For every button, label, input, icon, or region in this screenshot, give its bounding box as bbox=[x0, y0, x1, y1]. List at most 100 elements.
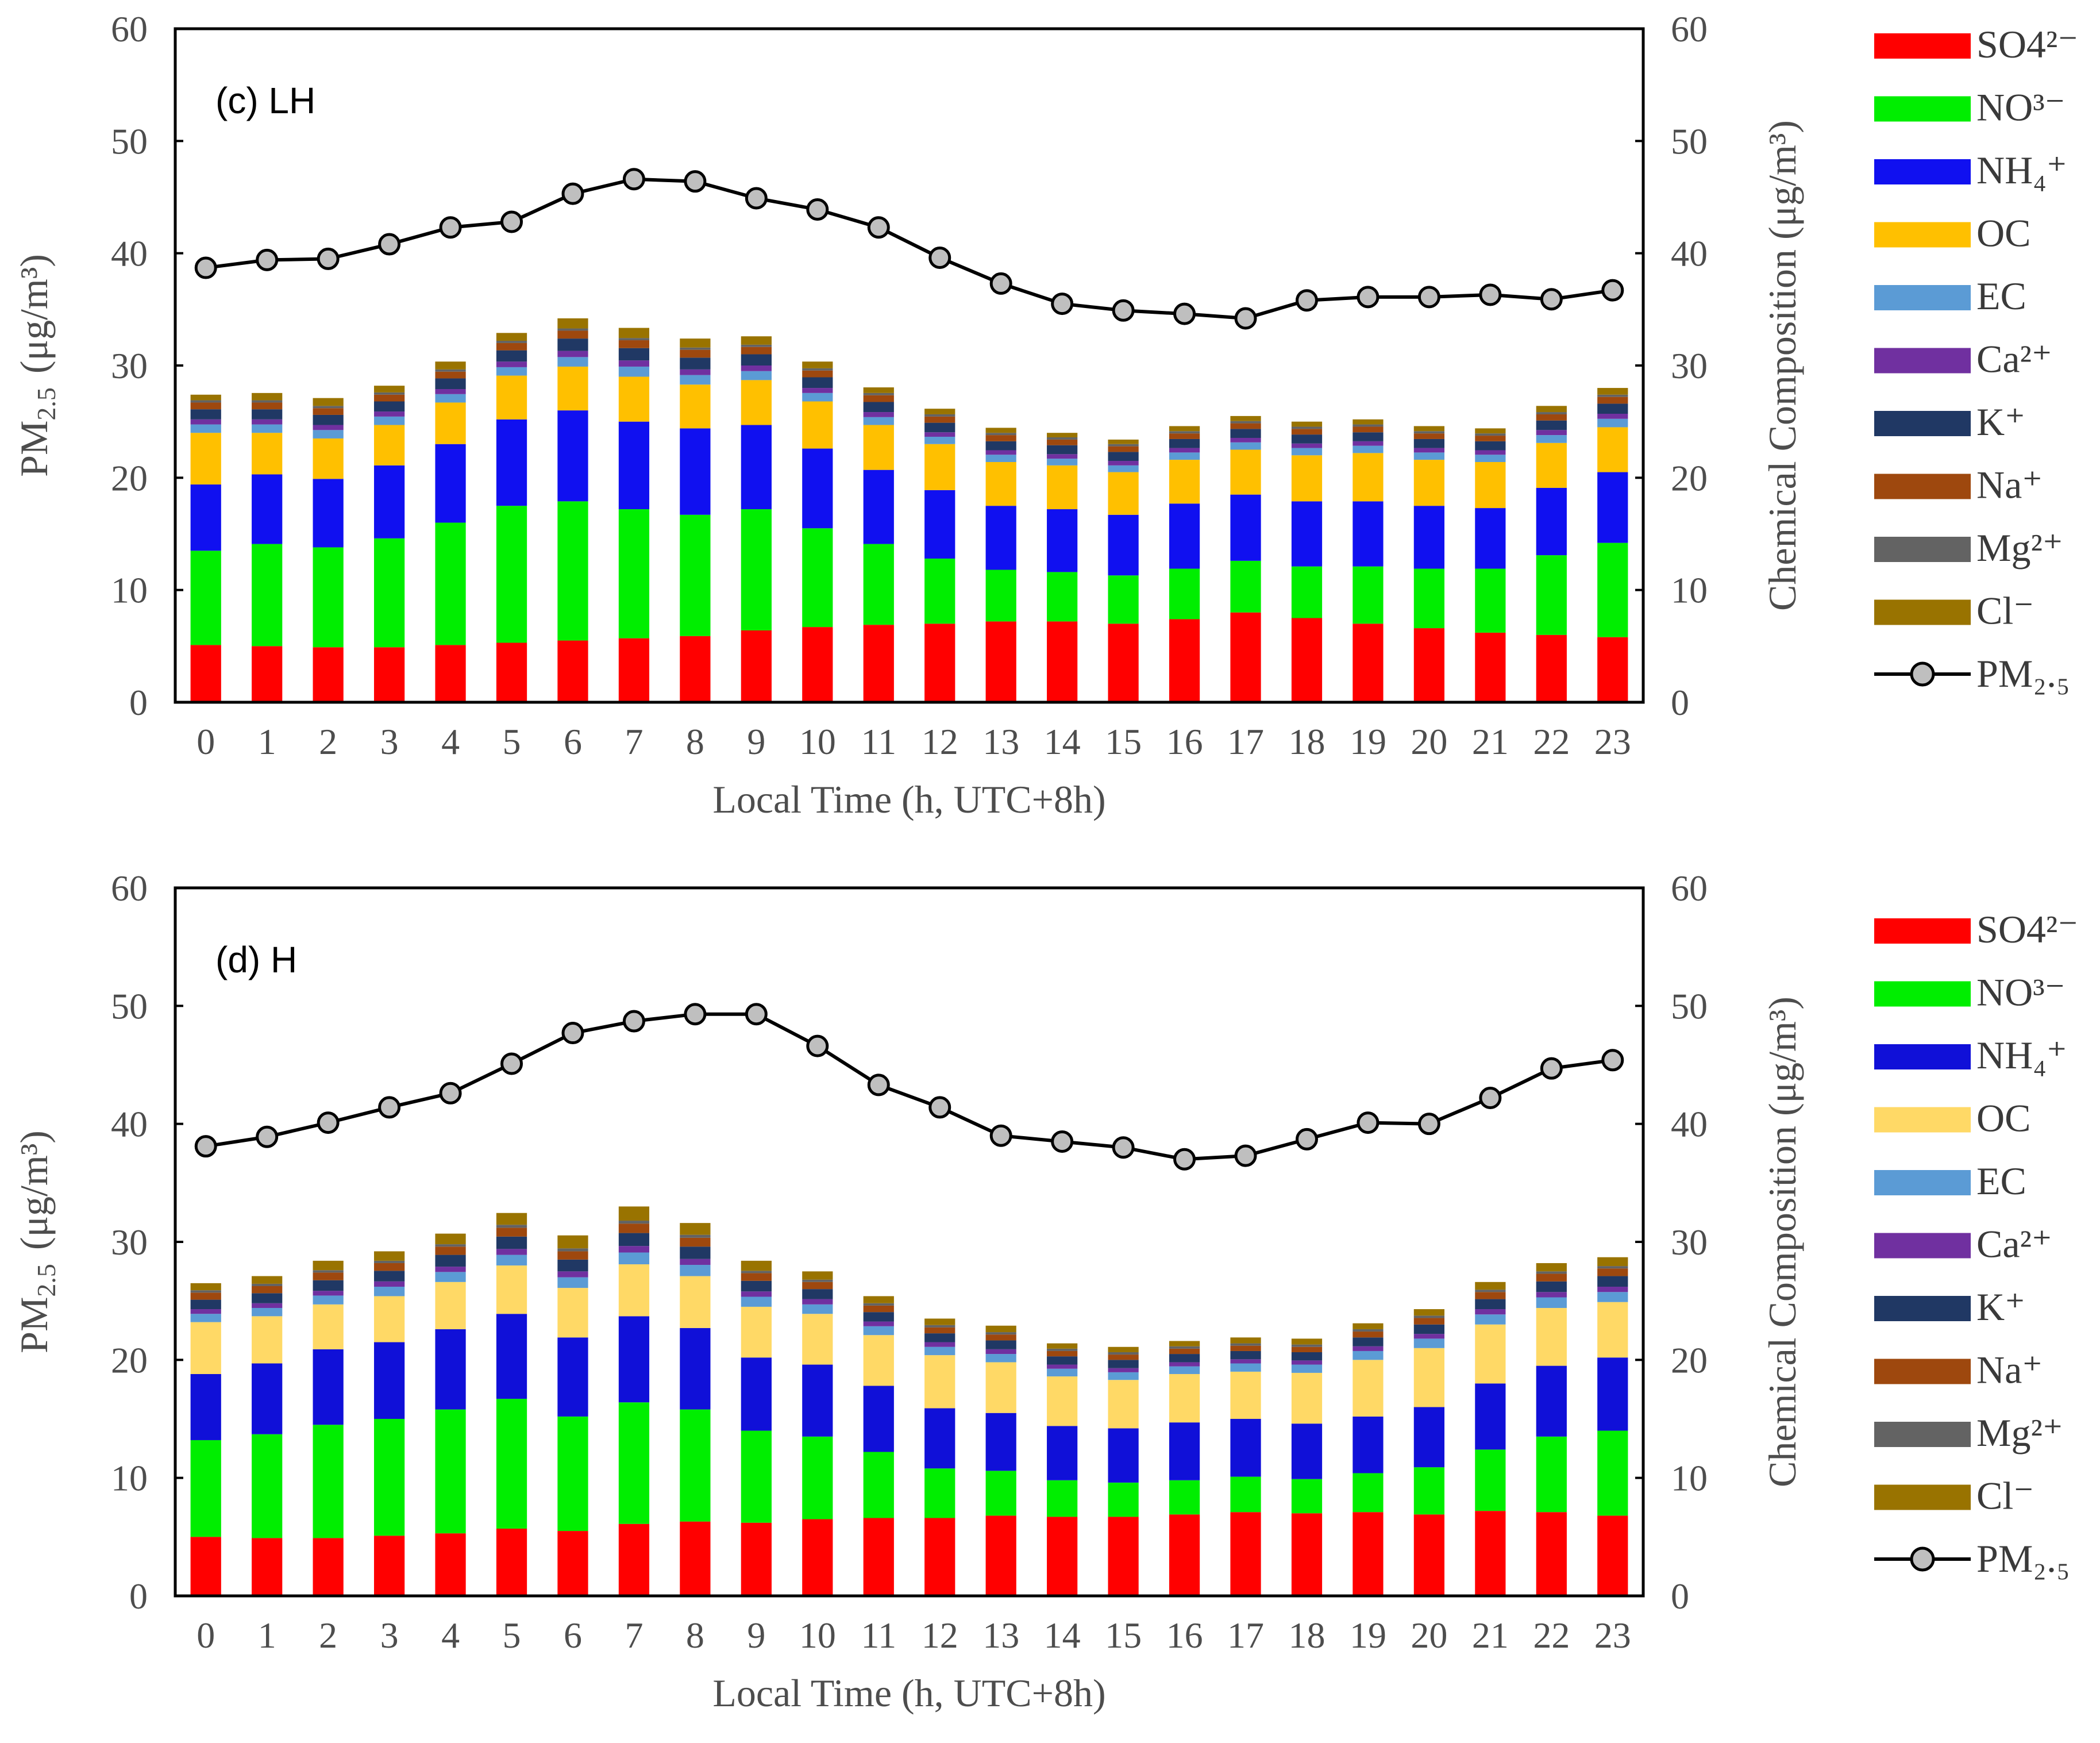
legend-marker-pm25 bbox=[1910, 1546, 1935, 1572]
bar-segment-3-hour-20 bbox=[1413, 506, 1445, 569]
y-axis-title-left: PM2.5 (μg/m³) bbox=[12, 254, 61, 477]
bar-segment-4-hour-17 bbox=[1230, 1371, 1261, 1419]
bar-segment-2-hour-16 bbox=[1169, 568, 1200, 620]
bar-segment-1-hour-5 bbox=[496, 1528, 527, 1596]
bar-segment-4-hour-21 bbox=[1475, 461, 1506, 509]
bar-segment-4-hour-9 bbox=[741, 380, 772, 425]
bar-segment-3-hour-16 bbox=[1169, 1422, 1200, 1480]
bar-segment-9-hour-9 bbox=[741, 344, 772, 347]
bar-segment-3-hour-9 bbox=[741, 1357, 772, 1431]
bar-segment-1-hour-0 bbox=[190, 645, 221, 702]
bar-segment-8-hour-23 bbox=[1597, 1268, 1628, 1276]
legend-label-7: K⁺ bbox=[1976, 1285, 2025, 1329]
pm25-marker-hour-16 bbox=[1173, 1148, 1196, 1171]
bar-segment-9-hour-5 bbox=[496, 341, 527, 343]
bar-segment-5-hour-4 bbox=[435, 1272, 466, 1282]
bar-segment-4-hour-22 bbox=[1536, 443, 1567, 488]
pm25-line bbox=[205, 1012, 1613, 1161]
bar-segment-1-hour-3 bbox=[373, 1536, 405, 1596]
bar-segment-3-hour-6 bbox=[557, 410, 588, 502]
bar-segment-5-hour-23 bbox=[1597, 1292, 1628, 1302]
bar-segment-1-hour-0 bbox=[190, 1537, 221, 1596]
pm25-marker-hour-6 bbox=[561, 182, 584, 205]
bar-segment-2-hour-3 bbox=[373, 1419, 405, 1536]
bar-segment-5-hour-19 bbox=[1353, 445, 1384, 453]
bar-segment-9-hour-0 bbox=[190, 1290, 221, 1293]
bar-segment-1-hour-11 bbox=[863, 1518, 894, 1596]
pm25-marker-hour-0 bbox=[194, 256, 217, 279]
bar-segment-5-hour-8 bbox=[680, 1265, 711, 1276]
bar-segment-6-hour-6 bbox=[557, 1271, 588, 1278]
bar-segment-1-hour-4 bbox=[435, 1533, 466, 1596]
bar-segment-2-hour-21 bbox=[1475, 568, 1506, 633]
legend-label-6: Ca²⁺ bbox=[1976, 1222, 2052, 1266]
y-tick-label-right: 10 bbox=[1671, 570, 1708, 611]
pm25-marker-hour-9 bbox=[745, 1003, 768, 1026]
bar-segment-9-hour-23 bbox=[1597, 1266, 1628, 1269]
bar-segment-4-hour-0 bbox=[190, 433, 221, 485]
legend-label-4: OC bbox=[1976, 211, 2030, 255]
y-tick-label-right: 50 bbox=[1671, 121, 1708, 161]
bar-segment-8-hour-6 bbox=[557, 1251, 588, 1260]
pm25-marker-hour-21 bbox=[1479, 1086, 1502, 1109]
bar-segment-2-hour-22 bbox=[1536, 1436, 1567, 1513]
bar-segment-1-hour-21 bbox=[1475, 632, 1506, 702]
bar-segment-6-hour-18 bbox=[1291, 443, 1323, 448]
bar-segment-4-hour-19 bbox=[1353, 453, 1384, 502]
pm25-marker-hour-8 bbox=[684, 170, 707, 193]
bar-segment-7-hour-19 bbox=[1353, 1337, 1384, 1346]
legend-label-9: Mg²⁺ bbox=[1976, 526, 2063, 570]
bar-segment-6-hour-15 bbox=[1108, 1368, 1139, 1372]
y-tick-label-left: 20 bbox=[111, 457, 148, 498]
x-tick-label: 6 bbox=[564, 1615, 582, 1656]
bar-segment-7-hour-11 bbox=[863, 402, 894, 413]
bar-segment-4-hour-3 bbox=[373, 425, 405, 465]
pm25-marker-hour-9 bbox=[745, 187, 768, 210]
bar-segment-8-hour-16 bbox=[1169, 1348, 1200, 1355]
bar-segment-1-hour-15 bbox=[1108, 1517, 1139, 1596]
legend-label-4: OC bbox=[1976, 1096, 2030, 1140]
bar-segment-5-hour-15 bbox=[1108, 465, 1139, 472]
bar-segment-8-hour-1 bbox=[252, 1286, 283, 1294]
bar-segment-10-hour-14 bbox=[1047, 1343, 1078, 1349]
pm25-marker-hour-12 bbox=[928, 246, 951, 269]
bar-segment-5-hour-4 bbox=[435, 394, 466, 403]
bar-segment-3-hour-1 bbox=[252, 1363, 283, 1434]
x-tick-label: 8 bbox=[686, 721, 704, 762]
bar-segment-3-hour-22 bbox=[1536, 1365, 1567, 1437]
legend-swatch-6 bbox=[1874, 348, 1971, 374]
pm25-marker-hour-17 bbox=[1234, 1144, 1257, 1167]
legend-label-1: SO4²⁻ bbox=[1976, 907, 2078, 951]
y-tick-label-left: 30 bbox=[111, 1222, 148, 1263]
bar-segment-8-hour-1 bbox=[252, 402, 283, 410]
y-tick-label-right: 30 bbox=[1671, 345, 1708, 386]
bar-segment-8-hour-8 bbox=[680, 349, 711, 358]
y-title-unit: (μg/m³) bbox=[12, 254, 56, 374]
pm25-marker-hour-18 bbox=[1295, 289, 1318, 312]
bar-segment-3-hour-19 bbox=[1353, 1416, 1384, 1473]
x-axis-ticks: 0 1 2 3 4 5 6 7 8 9 10 11 12 13 14 15 16 17 18 19 20 21 22 23 bbox=[196, 721, 1631, 762]
bar-segment-5-hour-22 bbox=[1536, 1297, 1567, 1308]
bar-segment-7-hour-18 bbox=[1291, 434, 1323, 444]
bar-segment-7-hour-5 bbox=[496, 350, 527, 362]
bar-segment-4-hour-7 bbox=[618, 376, 650, 422]
bar-segment-8-hour-0 bbox=[190, 1292, 221, 1300]
bar-segment-7-hour-3 bbox=[373, 1271, 405, 1282]
bar-segment-5-hour-5 bbox=[496, 1255, 527, 1266]
bar-segment-6-hour-19 bbox=[1353, 441, 1384, 446]
x-tick-label: 0 bbox=[196, 1615, 215, 1656]
bar-segment-10-hour-17 bbox=[1230, 415, 1261, 421]
bar-segment-6-hour-13 bbox=[985, 1349, 1016, 1355]
bar-segment-1-hour-5 bbox=[496, 642, 527, 702]
bar-segment-8-hour-13 bbox=[985, 1334, 1016, 1341]
bar-segment-3-hour-21 bbox=[1475, 508, 1506, 569]
x-tick-label: 5 bbox=[503, 721, 521, 762]
bar-segment-8-hour-18 bbox=[1291, 1346, 1323, 1352]
legend-label-8: Na⁺ bbox=[1976, 463, 2043, 507]
bar-segment-6-hour-9 bbox=[741, 365, 772, 371]
pm25-marker-hour-5 bbox=[500, 210, 523, 233]
bar-segment-9-hour-6 bbox=[557, 328, 588, 331]
legend-label-8: Na⁺ bbox=[1976, 1348, 2043, 1392]
legend-label-1: SO4²⁻ bbox=[1976, 22, 2078, 66]
bar-segment-5-hour-18 bbox=[1291, 448, 1323, 456]
